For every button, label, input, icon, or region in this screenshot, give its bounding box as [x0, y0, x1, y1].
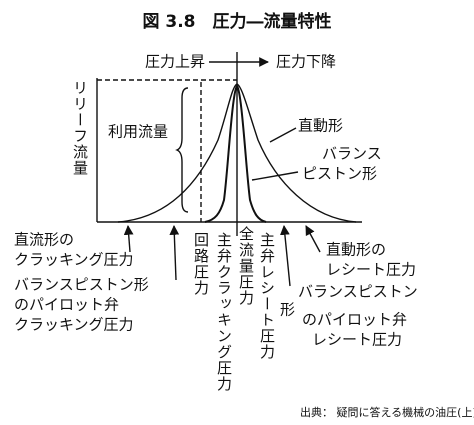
brace: [175, 87, 189, 213]
point-label: 形: [280, 301, 295, 319]
fall-label: 圧力下降: [276, 53, 336, 71]
balance-label: ピストン形: [302, 165, 377, 183]
title: 図 3.8 圧力―流量特性: [142, 11, 331, 32]
balance-curve: [204, 84, 267, 223]
leader: [123, 225, 134, 253]
point-label: 主弁レシート圧力: [258, 232, 276, 360]
leader: [305, 225, 321, 253]
point-label: レシート圧力: [326, 261, 416, 279]
rise-label: 圧力上昇: [145, 53, 205, 71]
point-label: 全流量圧力: [237, 225, 255, 306]
balance-label: バランス: [322, 145, 382, 163]
direct-label: 直動形: [298, 117, 343, 135]
point-label: のパイロット弁: [302, 311, 407, 329]
point-label: 主弁クラッキング圧力: [215, 232, 233, 392]
point-label: のパイロット弁: [14, 296, 119, 314]
leader: [280, 225, 291, 287]
point-label: バランスピストン形: [14, 276, 149, 294]
point-label: 直流形の: [14, 231, 74, 249]
leader: [251, 171, 299, 181]
leader: [169, 225, 180, 281]
point-label: クラッキング圧力: [14, 316, 134, 334]
point-label: クラッキング圧力: [14, 251, 134, 269]
y-label: リリーフ流量: [71, 80, 89, 176]
source: 出典： 疑問に答える機械の油圧(上): [300, 405, 474, 419]
point-label: レシート圧力: [312, 331, 402, 349]
usable-flow: 利用流量: [108, 123, 168, 141]
direct-curve: [117, 83, 357, 223]
point-label: 回路圧力: [192, 232, 210, 296]
point-label: 直動形の: [326, 241, 386, 259]
leader: [269, 127, 297, 143]
point-label: バランスピストン: [298, 283, 418, 301]
